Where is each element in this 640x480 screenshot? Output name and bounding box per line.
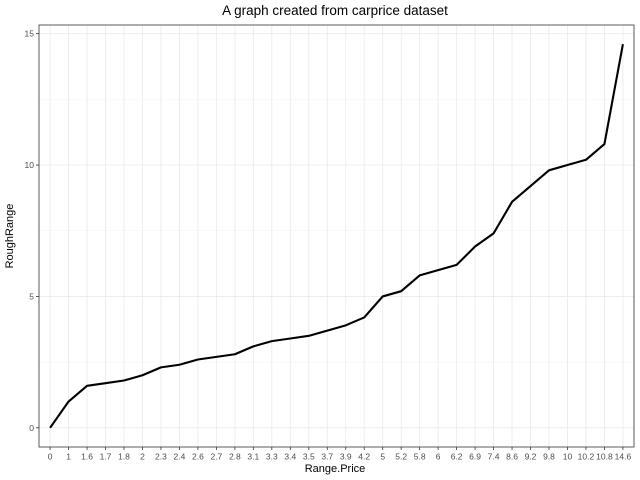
x-tick-label: 3.5	[303, 452, 315, 462]
series-line	[49, 43, 624, 429]
y-tick-label: 5	[29, 291, 34, 301]
x-axis-title: Range.Price	[305, 463, 366, 475]
x-tick-label: 3.1	[247, 452, 259, 462]
x-tick-label: 3.7	[321, 452, 333, 462]
grid	[39, 25, 634, 447]
x-tick-label: 1.7	[100, 452, 112, 462]
x-tick-label: 5.8	[414, 452, 426, 462]
x-tick-label: 2.4	[174, 452, 186, 462]
x-tick-label: 3.9	[340, 452, 352, 462]
x-tick-label: 2.8	[229, 452, 241, 462]
y-axis-title: RoughRange	[4, 204, 16, 269]
plot-panel	[38, 24, 635, 448]
x-tick-label: 9.2	[525, 452, 537, 462]
x-tick-label: 2.3	[155, 452, 167, 462]
x-tick-label: 5.2	[395, 452, 407, 462]
y-tick-label: 15	[25, 29, 35, 39]
x-tick-label: 3.3	[266, 452, 278, 462]
x-tick-label: 1	[66, 452, 71, 462]
x-tick-label: 2.7	[210, 452, 222, 462]
x-tick-label: 10.2	[578, 452, 595, 462]
x-tick-label: 10	[563, 452, 573, 462]
x-tick-label: 9.8	[543, 452, 555, 462]
x-tick-label: 2	[140, 452, 145, 462]
x-tick-label: 1.6	[81, 452, 93, 462]
y-tick-label: 0	[29, 423, 34, 433]
x-tick-label: 6	[436, 452, 441, 462]
data-series	[49, 43, 624, 429]
x-tick-label: 3.4	[284, 452, 296, 462]
x-tick-label: 14.6	[615, 452, 632, 462]
x-tick-label: 0	[48, 452, 53, 462]
x-tick-label: 10.8	[596, 452, 613, 462]
x-axis: 0 1 1.6 1.7 1.8 2 2.3 2.4 2.6 2.7 2.8 3.1 3.3 3.4 3.5 3…	[48, 447, 632, 462]
y-axis: 0 5 10 15	[25, 29, 39, 433]
x-tick-label: 4.2	[358, 452, 370, 462]
y-tick-label: 10	[25, 160, 35, 170]
x-tick-label: 1.8	[118, 452, 130, 462]
x-tick-label: 6.2	[451, 452, 463, 462]
x-tick-label: 5	[380, 452, 385, 462]
x-tick-label: 6.9	[469, 452, 481, 462]
x-tick-label: 8.6	[506, 452, 518, 462]
x-tick-label: 7.4	[488, 452, 500, 462]
x-tick-label: 2.6	[192, 452, 204, 462]
chart-title: A graph created from carprice dataset	[222, 3, 448, 18]
